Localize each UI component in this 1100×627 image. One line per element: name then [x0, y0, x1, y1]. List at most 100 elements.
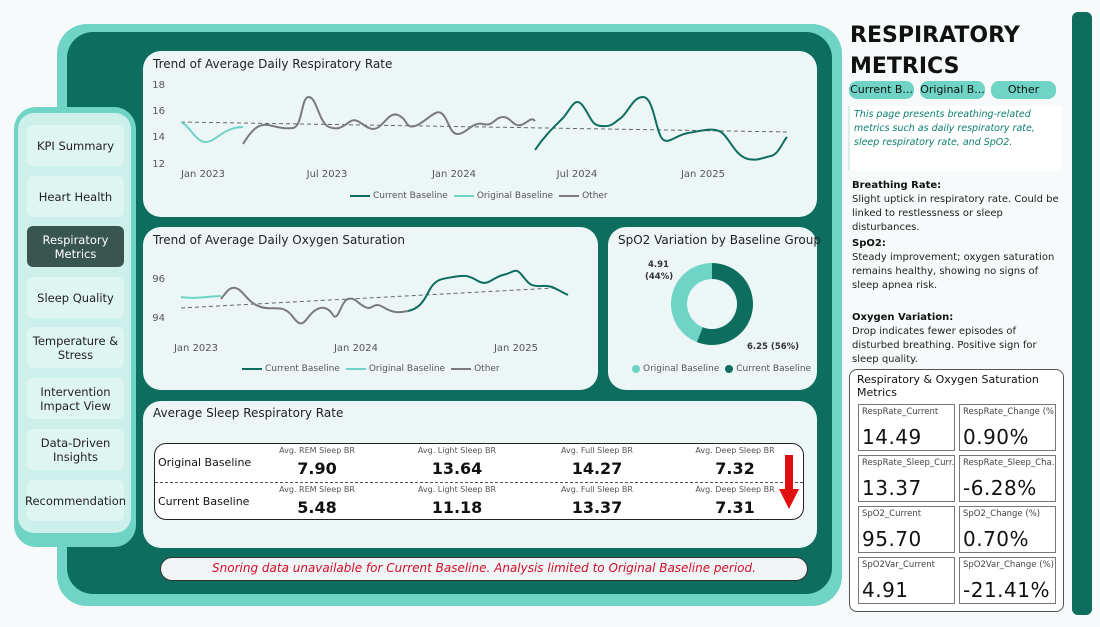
nav-intervention-impact[interactable]: Intervention Impact View: [27, 378, 124, 419]
page-description: This page presents breathing-related met…: [848, 106, 1062, 171]
oxygen-ytick: 94: [152, 313, 165, 324]
oxygen-legend: Current Baseline Original Baseline Other: [242, 364, 500, 374]
note-heading: Oxygen Variation:: [852, 312, 954, 323]
metric-value: -21.41%: [963, 578, 1050, 602]
sleep-cell: Avg. Full Sleep BR 13.37: [527, 483, 667, 519]
sleep-cell: Avg. REM Sleep BR 7.90: [247, 444, 387, 482]
metric-label: SpO2Var_Current: [862, 560, 935, 570]
note-spo2: SpO2: Steady improvement; oxygen saturat…: [852, 237, 1064, 293]
oxygen-xtick: Jan 2024: [333, 343, 378, 354]
sleep-row-original: Original Baseline Avg. REM Sleep BR 7.90 …: [155, 444, 803, 482]
cell-value: 7.90: [297, 459, 337, 478]
note-oxygen-variation: Oxygen Variation: Drop indicates fewer e…: [852, 311, 1064, 367]
note-heading: SpO2:: [852, 238, 886, 249]
cell-value: 14.27: [571, 459, 623, 478]
row-label: Original Baseline: [158, 456, 252, 469]
sleep-cell: Avg. Light Sleep BR 11.18: [387, 483, 527, 519]
resp-xtick: Jan 2025: [680, 169, 725, 180]
scrollbar[interactable]: [1072, 12, 1092, 615]
oxygen-title: Trend of Average Daily Oxygen Saturation: [153, 233, 405, 247]
sleep-cell: Avg. REM Sleep BR 5.48: [247, 483, 387, 519]
resp-xtick: Jan 2024: [431, 169, 476, 180]
resp-xtick: Jul 2023: [306, 169, 348, 180]
nav-kpi-summary[interactable]: KPI Summary: [27, 125, 124, 166]
donut-slice-original[interactable]: [671, 263, 712, 343]
metric-card: SpO2_Change (%) 0.70%: [959, 506, 1056, 553]
oxygen-xtick: Jan 2023: [173, 343, 218, 354]
donut-label-current: 6.25 (56%): [747, 342, 799, 352]
resp-ytick: 18: [152, 80, 165, 91]
filter-chip-current[interactable]: Current B...: [849, 81, 914, 99]
nav-temperature-stress[interactable]: Temperature & Stress: [27, 327, 124, 368]
metric-card: RespRate_Current 14.49: [858, 404, 955, 451]
metric-value: -6.28%: [963, 476, 1037, 500]
metric-label: SpO2Var_Change (%): [963, 560, 1054, 570]
resp-series-current: [534, 95, 788, 161]
sleep-cell: Avg. Deep Sleep BR 7.32: [665, 444, 803, 482]
oxygen-chart[interactable]: 96 94 Jan 2023 Jan 2024 Jan 2025: [143, 227, 598, 390]
spo2-var-legend: Original Baseline Current Baseline: [632, 364, 811, 374]
metric-value: 14.49: [862, 425, 922, 449]
donut-label-original-pct: (44%): [645, 272, 673, 282]
resp-ytick: 14: [152, 132, 165, 143]
nav-recommendation[interactable]: Recommendation: [25, 480, 126, 521]
resp-rate-chart[interactable]: 18 16 14 12 Jan 2023 Jul 2023 Jan 2024 J…: [143, 51, 817, 217]
sleep-cell: Avg. Light Sleep BR 13.64: [387, 444, 527, 482]
filter-chip-original[interactable]: Original B...: [920, 81, 985, 99]
note-text: Drop indicates fewer episodes of disturb…: [852, 326, 1037, 365]
snoring-banner: Snoring data unavailable for Current Bas…: [160, 557, 808, 581]
cell-value: 7.32: [715, 459, 755, 478]
oxygen-ytick: 96: [152, 274, 165, 285]
nav-respiratory-metrics[interactable]: Respiratory Metrics: [27, 226, 124, 267]
resp-xtick: Jan 2023: [180, 169, 225, 180]
cell-header: Avg. Full Sleep BR: [561, 485, 633, 494]
nav-heart-health[interactable]: Heart Health: [27, 176, 124, 217]
sleep-cell: Avg. Deep Sleep BR 7.31: [665, 483, 803, 519]
oxygen-trendline: [180, 287, 556, 309]
down-arrow-icon: [779, 455, 799, 509]
cell-value: 11.18: [431, 498, 483, 517]
metric-label: SpO2_Change (%): [963, 509, 1041, 519]
oxygen-series-original: [180, 295, 222, 299]
note-text: Slight uptick in respiratory rate. Could…: [852, 194, 1059, 233]
row-label: Current Baseline: [158, 495, 250, 508]
nav-sleep-quality[interactable]: Sleep Quality: [27, 277, 124, 318]
metric-card: SpO2Var_Current 4.91: [858, 557, 955, 604]
metric-value: 13.37: [862, 476, 922, 500]
resp-series-other: [242, 96, 536, 145]
cell-header: Avg. Deep Sleep BR: [695, 446, 775, 455]
metric-value: 0.70%: [963, 527, 1030, 551]
metric-value: 0.90%: [963, 425, 1030, 449]
nav-data-driven-insights[interactable]: Data-Driven Insights: [27, 429, 124, 470]
resp-rate-panel: [143, 51, 817, 217]
note-text: Steady improvement; oxygen saturation re…: [852, 252, 1055, 291]
sleep-row-current: Current Baseline Avg. REM Sleep BR 5.48 A…: [155, 482, 803, 519]
metric-card: SpO2_Current 95.70: [858, 506, 955, 553]
legend-other: Other: [559, 191, 608, 201]
resp-trendline: [180, 121, 789, 133]
legend-current: Current Baseline: [350, 191, 448, 201]
donut-slice-current[interactable]: [696, 263, 753, 345]
sleep-table: Original Baseline Avg. REM Sleep BR 7.90 …: [154, 443, 804, 520]
cell-header: Avg. REM Sleep BR: [279, 485, 355, 494]
metric-label: RespRate_Sleep_Curr...: [862, 458, 954, 468]
resp-series-original: [180, 121, 244, 143]
cell-header: Avg. Full Sleep BR: [561, 446, 633, 455]
legend-original: Original Baseline: [453, 191, 553, 201]
metric-label: RespRate_Change (%): [963, 407, 1055, 417]
note-breathing-rate: Breathing Rate: Slight uptick in respira…: [852, 179, 1064, 235]
metric-label: SpO2_Current: [862, 509, 922, 519]
cell-header: Avg. Light Sleep BR: [417, 446, 497, 455]
metrics-box: Respiratory & Oxygen Saturation Metrics …: [849, 369, 1064, 612]
cell-header: Avg. Light Sleep BR: [417, 485, 497, 494]
metric-card: RespRate_Sleep_Cha... -6.28%: [959, 455, 1056, 502]
donut-label-original-value: 4.91: [648, 260, 669, 270]
legend-original: Original Baseline: [345, 364, 445, 374]
metric-label: RespRate_Sleep_Cha...: [963, 458, 1055, 468]
filter-chip-other[interactable]: Other: [991, 81, 1056, 99]
resp-rate-title: Trend of Average Daily Respiratory Rate: [153, 57, 393, 71]
spo2-var-title: SpO2 Variation by Baseline Group: [618, 233, 821, 247]
cell-value: 13.37: [571, 498, 623, 517]
spo2-var-chart[interactable]: 4.91 (44%) 6.25 (56%): [608, 227, 817, 390]
